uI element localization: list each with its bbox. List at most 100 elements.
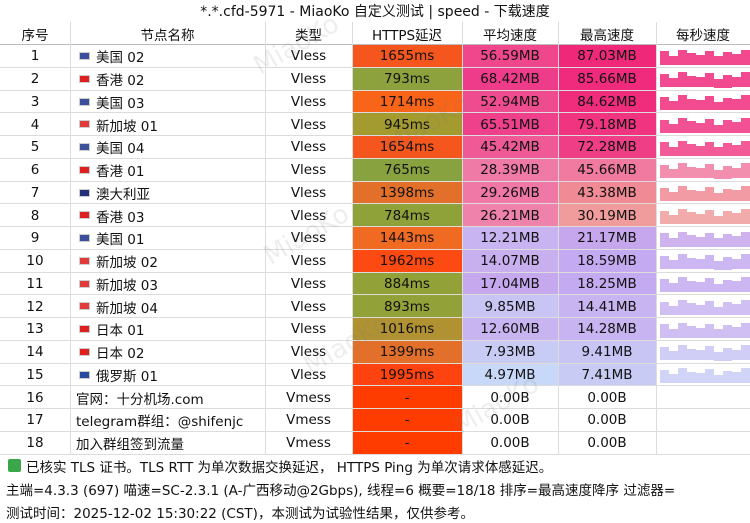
per-second-bar	[705, 278, 714, 293]
cell: 1443ms	[379, 230, 435, 247]
per-second-bar	[705, 323, 714, 338]
node-name: 新加坡 03	[96, 277, 158, 294]
node-name: 日本 01	[96, 323, 145, 340]
per-second-bar	[723, 256, 732, 270]
speed-cell-bg	[462, 136, 558, 159]
row-border	[0, 408, 750, 409]
column-border	[265, 22, 266, 455]
per-second-bar	[714, 192, 723, 202]
flag-icon	[79, 143, 90, 151]
speed-cell-bg	[352, 45, 462, 68]
cell: 784ms	[384, 207, 430, 224]
per-second-bar	[723, 188, 732, 202]
per-second-bar	[714, 56, 723, 65]
speed-cell-bg	[558, 249, 656, 273]
cell: 45.66MB	[577, 162, 637, 179]
cell: 79.18MB	[577, 116, 637, 133]
row-border	[0, 385, 750, 387]
per-second-bar	[705, 369, 714, 384]
cell: 12	[26, 298, 44, 315]
cell: 945ms	[384, 116, 430, 133]
per-second-bar	[669, 237, 678, 247]
flag-icon	[79, 370, 90, 379]
per-second-bar	[705, 73, 714, 88]
per-second-bar	[660, 74, 669, 88]
speed-cell-bg	[462, 158, 558, 182]
row-border	[0, 135, 750, 136]
speed-cell-bg	[352, 363, 462, 387]
speed-cell-bg	[558, 318, 656, 341]
per-second-bar	[705, 232, 714, 247]
per-second-bar	[714, 329, 723, 338]
per-second-bar	[714, 374, 723, 384]
per-second-bar	[660, 369, 669, 384]
cell: 26.21MB	[480, 207, 540, 224]
per-second-bar	[732, 53, 741, 65]
per-second-bar	[714, 352, 723, 361]
per-second-bar	[678, 299, 687, 315]
speed-cell-bg	[558, 113, 656, 136]
cell: 893ms	[384, 298, 430, 315]
per-second-bar	[678, 231, 687, 247]
per-second-bar	[741, 72, 750, 88]
cell: 765ms	[384, 162, 430, 179]
per-second-bar	[741, 277, 750, 293]
per-second-bar	[669, 374, 678, 384]
speed-cell-bg	[558, 431, 656, 455]
per-second-bar	[687, 326, 696, 338]
speed-cell-bg	[558, 67, 656, 91]
cell: 1962ms	[379, 253, 435, 270]
per-second-bar	[714, 283, 723, 293]
cell: 793ms	[384, 71, 430, 88]
flag-icon	[79, 120, 90, 129]
per-second-bar	[678, 186, 687, 202]
cell: -	[404, 389, 410, 406]
per-second-bar	[714, 238, 723, 247]
footer-line: 测试时间：2025-12-02 15:30:22 (CST)，本测试为试验性结果…	[6, 506, 474, 522]
cell: 0.00B	[490, 435, 530, 452]
cell: 884ms	[384, 275, 430, 292]
speed-cell-bg	[462, 318, 558, 341]
cell: 68.42MB	[480, 71, 540, 88]
cell: 87.03MB	[577, 48, 637, 65]
cell: Vmess	[286, 435, 331, 452]
cell: Vmess	[286, 389, 331, 406]
cell: -	[404, 435, 410, 452]
per-second-bar	[687, 53, 696, 65]
cell: 1714ms	[379, 93, 435, 110]
per-second-bar	[687, 235, 696, 247]
per-second-bar	[723, 120, 732, 133]
per-second-bar	[705, 346, 714, 361]
per-second-bar	[660, 51, 669, 65]
speed-cell-bg	[462, 67, 558, 91]
cell: 1	[30, 48, 40, 65]
cell: 72.28MB	[577, 139, 637, 156]
cell: 1398ms	[379, 184, 435, 201]
cell: 6	[30, 162, 40, 179]
speed-cell-bg	[462, 340, 558, 364]
speed-cell-bg	[558, 181, 656, 205]
cell: 15	[26, 366, 44, 383]
speed-cell-bg	[558, 45, 656, 68]
cell: 18	[26, 435, 44, 452]
footer-line: 主端=4.3.3 (697) 喵速=SC-2.3.1 (A-广西移动@2Gbps…	[6, 483, 676, 499]
row-border	[0, 339, 750, 341]
per-second-bar	[678, 254, 687, 270]
row-border	[0, 203, 750, 205]
per-second-bar	[723, 370, 732, 384]
speed-cell-bg	[462, 227, 558, 250]
row-border	[0, 248, 750, 250]
cell: 16	[26, 389, 44, 406]
node-name: 香港 03	[96, 209, 145, 226]
per-second-bar	[732, 372, 741, 384]
per-second-bar	[696, 259, 705, 270]
per-second-bar	[696, 350, 705, 361]
per-second-bar	[714, 261, 723, 270]
node-name: 香港 01	[96, 164, 145, 181]
node-name: 新加坡 04	[96, 300, 158, 317]
cell: Vless	[290, 48, 327, 65]
per-second-bar	[732, 167, 741, 179]
per-second-bar	[741, 140, 750, 156]
per-second-bar	[669, 123, 678, 133]
